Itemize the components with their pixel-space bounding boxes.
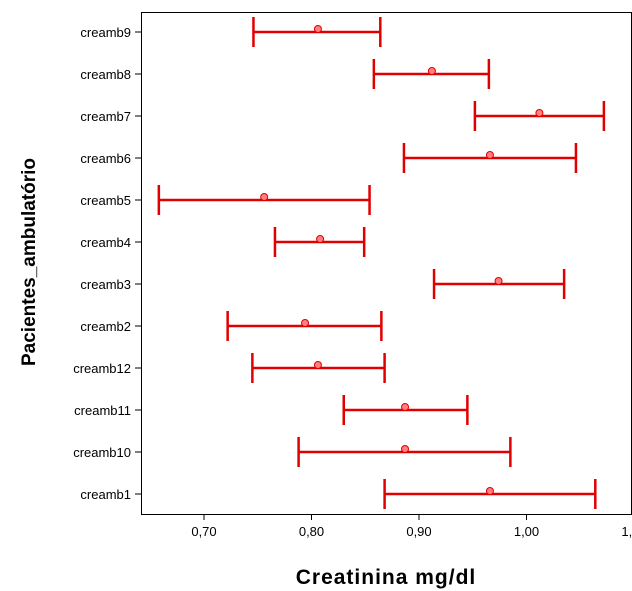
mean-point (401, 445, 410, 453)
error-bar-creamb11 (342, 395, 469, 425)
error-bar-creamb8 (372, 59, 491, 89)
x-tick-label: 0,90 (406, 524, 431, 539)
y-tick-label: creamb12 (73, 361, 131, 376)
y-tick-label: creamb10 (73, 445, 131, 460)
mean-point (301, 319, 310, 327)
x-tick-label: 1,00 (514, 524, 539, 539)
plot-area (141, 12, 632, 515)
y-tick-label: creamb1 (80, 487, 131, 502)
mean-point (535, 109, 544, 117)
x-tick-label: 1,10 (621, 524, 632, 539)
x-tick-label: 0,70 (191, 524, 216, 539)
mean-point (313, 361, 322, 369)
x-axis-ticks: 0,70 0,80 0,90 1,00 1,10 (191, 514, 632, 539)
x-axis-title: Creatinina mg/dl (296, 566, 477, 589)
y-tick-label: creamb6 (80, 151, 131, 166)
mean-point (313, 25, 322, 33)
y-tick-label: creamb2 (80, 319, 131, 334)
mean-point (260, 193, 269, 201)
mean-point (427, 67, 436, 75)
error-bar-creamb5 (157, 185, 371, 215)
y-tick-label: creamb8 (80, 67, 131, 82)
y-axis-title: Pacientes_ambulatório (19, 158, 40, 366)
error-bar-creamb4 (273, 227, 366, 257)
y-tick-label: creamb7 (80, 109, 131, 124)
error-bar-creamb7 (473, 101, 606, 131)
mean-point (494, 277, 503, 285)
mean-point (316, 235, 325, 243)
error-bar-creamb9 (252, 17, 382, 47)
y-tick-label: creamb4 (80, 235, 131, 250)
error-bar-creamb3 (432, 269, 566, 299)
error-bar-creamb6 (402, 143, 578, 173)
error-bar-creamb10 (297, 437, 512, 467)
error-bar-creamb12 (251, 353, 386, 383)
y-tick-label: creamb11 (74, 403, 131, 418)
y-tick-label: creamb5 (80, 193, 131, 208)
y-tick-label: creamb3 (80, 277, 131, 292)
error-bar-creamb2 (226, 311, 383, 341)
error-bar-creamb1 (383, 479, 597, 509)
x-tick-label: 0,80 (299, 524, 324, 539)
mean-point (485, 487, 494, 495)
mean-point (485, 151, 494, 159)
error-bars (157, 17, 606, 509)
mean-point (401, 403, 410, 411)
y-axis-ticks: creamb9 creamb8 creamb7 creamb6 creamb5 cream… (73, 25, 141, 502)
plot-frame (141, 12, 632, 515)
y-tick-label: creamb9 (80, 25, 131, 40)
